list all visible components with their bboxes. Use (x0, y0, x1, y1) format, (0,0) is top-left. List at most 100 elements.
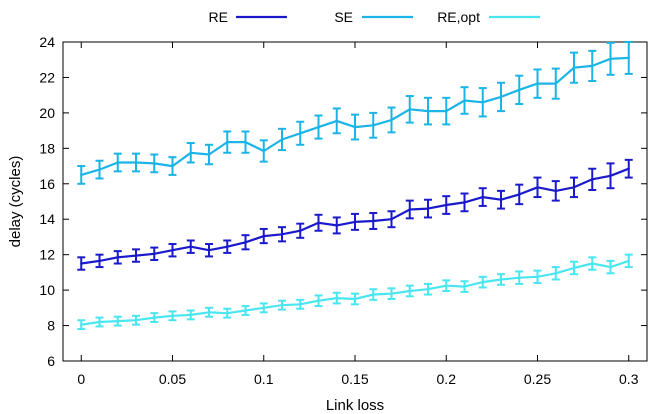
y-tick-label: 14 (39, 211, 55, 227)
y-tick-label: 16 (39, 176, 55, 192)
data-point (372, 124, 375, 127)
legend-item: SE (334, 9, 413, 25)
data-point (518, 193, 521, 196)
y-tick-label: 10 (39, 282, 55, 298)
data-point (80, 173, 83, 177)
data-point (408, 289, 411, 293)
legend: RE SE RE,opt (209, 9, 540, 25)
data-point (445, 109, 448, 113)
data-point (116, 319, 119, 323)
data-point (244, 309, 247, 312)
x-axis-title: Link loss (326, 397, 384, 414)
series-re (77, 158, 633, 271)
data-point (80, 262, 83, 265)
data-point (390, 118, 393, 122)
data-point (554, 272, 557, 275)
data-point (390, 218, 393, 221)
data-point (627, 259, 630, 263)
data-point (481, 280, 484, 284)
data-point (554, 189, 557, 193)
data-point (116, 161, 119, 164)
data-point (609, 265, 612, 269)
legend-item: RE,opt (437, 9, 540, 25)
data-point (536, 82, 539, 85)
x-tick-label: 0 (77, 371, 85, 387)
data-point (426, 109, 430, 113)
y-axis: 6 8 10 12 14 16 18 20 22 24 (39, 34, 647, 369)
data-point (98, 168, 101, 171)
data-point (426, 207, 430, 210)
data-point (390, 292, 393, 295)
y-axis-title: delay (cycles) (7, 156, 24, 248)
data-point (609, 57, 612, 61)
data-point (518, 88, 521, 92)
data-point (554, 82, 557, 85)
data-point (353, 297, 357, 301)
data-point (189, 245, 192, 248)
data-point (591, 178, 594, 181)
data-point (317, 221, 320, 224)
data-point (335, 119, 338, 123)
data-point (153, 252, 156, 255)
data-point (499, 198, 503, 201)
data-point (299, 229, 302, 232)
data-point (335, 296, 338, 300)
y-tick-label: 24 (39, 34, 55, 50)
data-point (572, 186, 576, 189)
data-point (591, 262, 594, 265)
data-point (280, 233, 284, 236)
data-point (445, 284, 448, 287)
data-point (481, 195, 484, 199)
data-point (226, 245, 229, 248)
data-point (134, 161, 138, 164)
data-point (353, 125, 357, 129)
data-point (627, 56, 630, 60)
y-tick-label: 6 (47, 353, 55, 369)
data-point (207, 311, 211, 314)
data-point (299, 303, 302, 306)
data-point (189, 313, 192, 317)
data-point (317, 125, 320, 129)
data-point (499, 95, 503, 99)
data-point (572, 266, 576, 270)
x-axis: 0 0.05 0.1 0.15 0.2 0.25 0.3 (77, 42, 639, 387)
series-layer (77, 41, 633, 331)
legend-item: RE (209, 9, 287, 25)
data-point (116, 256, 119, 259)
y-tick-label: 8 (47, 318, 55, 334)
data-point (280, 303, 284, 307)
data-point (226, 311, 229, 315)
legend-label: SE (334, 9, 353, 25)
x-tick-label: 0.15 (341, 371, 368, 387)
data-point (426, 288, 430, 291)
data-point (189, 151, 192, 154)
y-tick-label: 12 (39, 247, 55, 263)
x-tick-label: 0.2 (437, 371, 457, 387)
data-point (98, 320, 101, 324)
data-point (572, 66, 576, 69)
data-point (536, 275, 539, 279)
data-point (372, 219, 375, 223)
data-point (536, 186, 539, 189)
data-point (445, 203, 448, 207)
data-point (226, 140, 229, 144)
data-point (609, 174, 612, 178)
data-point (262, 306, 265, 310)
data-point (134, 254, 138, 257)
data-point (244, 241, 247, 244)
x-tick-label: 0.05 (159, 371, 186, 387)
data-point (481, 101, 484, 104)
data-point (98, 259, 101, 263)
data-point (262, 234, 265, 238)
data-point (134, 319, 138, 322)
data-point (463, 99, 466, 102)
x-tick-label: 0.3 (619, 371, 639, 387)
data-point (499, 278, 503, 281)
data-point (171, 314, 174, 318)
data-point (317, 299, 320, 302)
data-point (207, 153, 211, 156)
x-tick-label: 0.1 (254, 371, 274, 387)
data-point (299, 132, 302, 135)
x-tick-label: 0.25 (524, 371, 551, 387)
data-point (353, 220, 357, 224)
